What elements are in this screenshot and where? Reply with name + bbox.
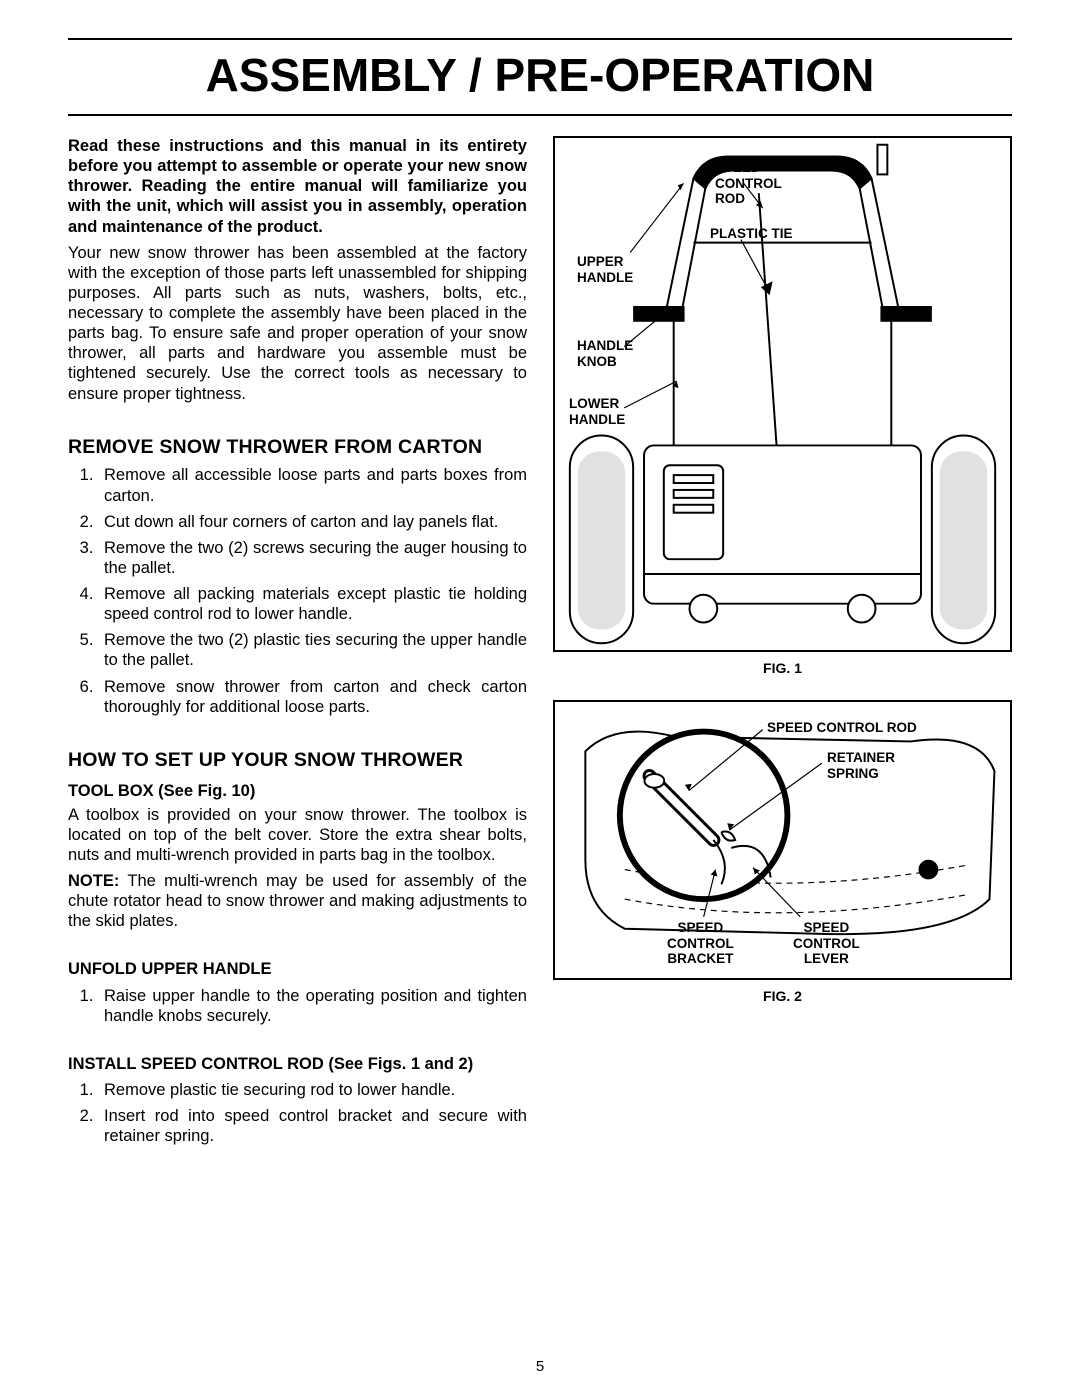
note-para: NOTE: The multi-wrench may be used for a… — [68, 871, 527, 931]
fig2-caption: FIG. 2 — [553, 988, 1012, 1004]
fig2-label-speed-control-lever: SPEED CONTROL LEVER — [793, 920, 860, 967]
left-column: Read these instructions and this manual … — [68, 136, 527, 1152]
unfold-heading: UNFOLD UPPER HANDLE — [68, 959, 527, 979]
list-item: Remove snow thrower from carton and chec… — [98, 677, 527, 717]
intro-bold: Read these instructions and this manual … — [68, 136, 527, 237]
figure-1: SPEED CONTROL ROD PLASTIC TIE UPPER HAND… — [553, 136, 1012, 652]
note-label: NOTE: — [68, 872, 119, 890]
fig1-label-speed-control-rod: SPEED CONTROL ROD — [715, 160, 782, 207]
fig1-label-handle-knob: HANDLE KNOB — [577, 338, 633, 369]
list-item: Remove the two (2) screws securing the a… — [98, 538, 527, 578]
install-list: Remove plastic tie securing rod to lower… — [68, 1080, 527, 1146]
fig1-label-lower-handle: LOWER HANDLE — [569, 396, 625, 427]
remove-heading: REMOVE SNOW THROWER FROM CARTON — [68, 436, 527, 460]
right-column: SPEED CONTROL ROD PLASTIC TIE UPPER HAND… — [553, 136, 1012, 1152]
list-item: Remove the two (2) plastic ties securing… — [98, 630, 527, 670]
fig2-label-speed-control-rod: SPEED CONTROL ROD — [767, 720, 917, 736]
fig2-label-retainer-spring: RETAINER SPRING — [827, 750, 895, 781]
fig2-label-speed-control-bracket: SPEED CONTROL BRACKET — [667, 920, 734, 967]
page-number: 5 — [0, 1358, 1080, 1375]
install-heading: INSTALL SPEED CONTROL ROD (See Figs. 1 a… — [68, 1054, 527, 1074]
list-item: Remove all accessible loose parts and pa… — [98, 465, 527, 505]
list-item: Remove all packing materials except plas… — [98, 584, 527, 624]
page-title: ASSEMBLY / PRE-OPERATION — [68, 40, 1012, 114]
list-item: Cut down all four corners of carton and … — [98, 512, 527, 532]
note-body: The multi-wrench may be used for assembl… — [68, 872, 527, 930]
under-title-rule — [68, 114, 1012, 116]
fig1-label-plastic-tie: PLASTIC TIE — [710, 226, 793, 242]
toolbox-heading: TOOL BOX (See Fig. 10) — [68, 781, 527, 801]
list-item: Raise upper handle to the operating posi… — [98, 986, 527, 1026]
fig1-caption: FIG. 1 — [553, 660, 1012, 676]
figure-2: SPEED CONTROL ROD RETAINER SPRING SPEED … — [553, 700, 1012, 980]
intro-body: Your new snow thrower has been assembled… — [68, 243, 527, 404]
list-item: Remove plastic tie securing rod to lower… — [98, 1080, 527, 1100]
figure-2-svg — [555, 702, 1010, 978]
remove-list: Remove all accessible loose parts and pa… — [68, 465, 527, 716]
unfold-list: Raise upper handle to the operating posi… — [68, 986, 527, 1026]
figure-1-svg — [555, 138, 1010, 650]
toolbox-para: A toolbox is provided on your snow throw… — [68, 805, 527, 865]
list-item: Insert rod into speed control bracket an… — [98, 1106, 527, 1146]
setup-heading: HOW TO SET UP YOUR SNOW THROWER — [68, 749, 527, 773]
fig1-label-upper-handle: UPPER HANDLE — [577, 254, 633, 285]
